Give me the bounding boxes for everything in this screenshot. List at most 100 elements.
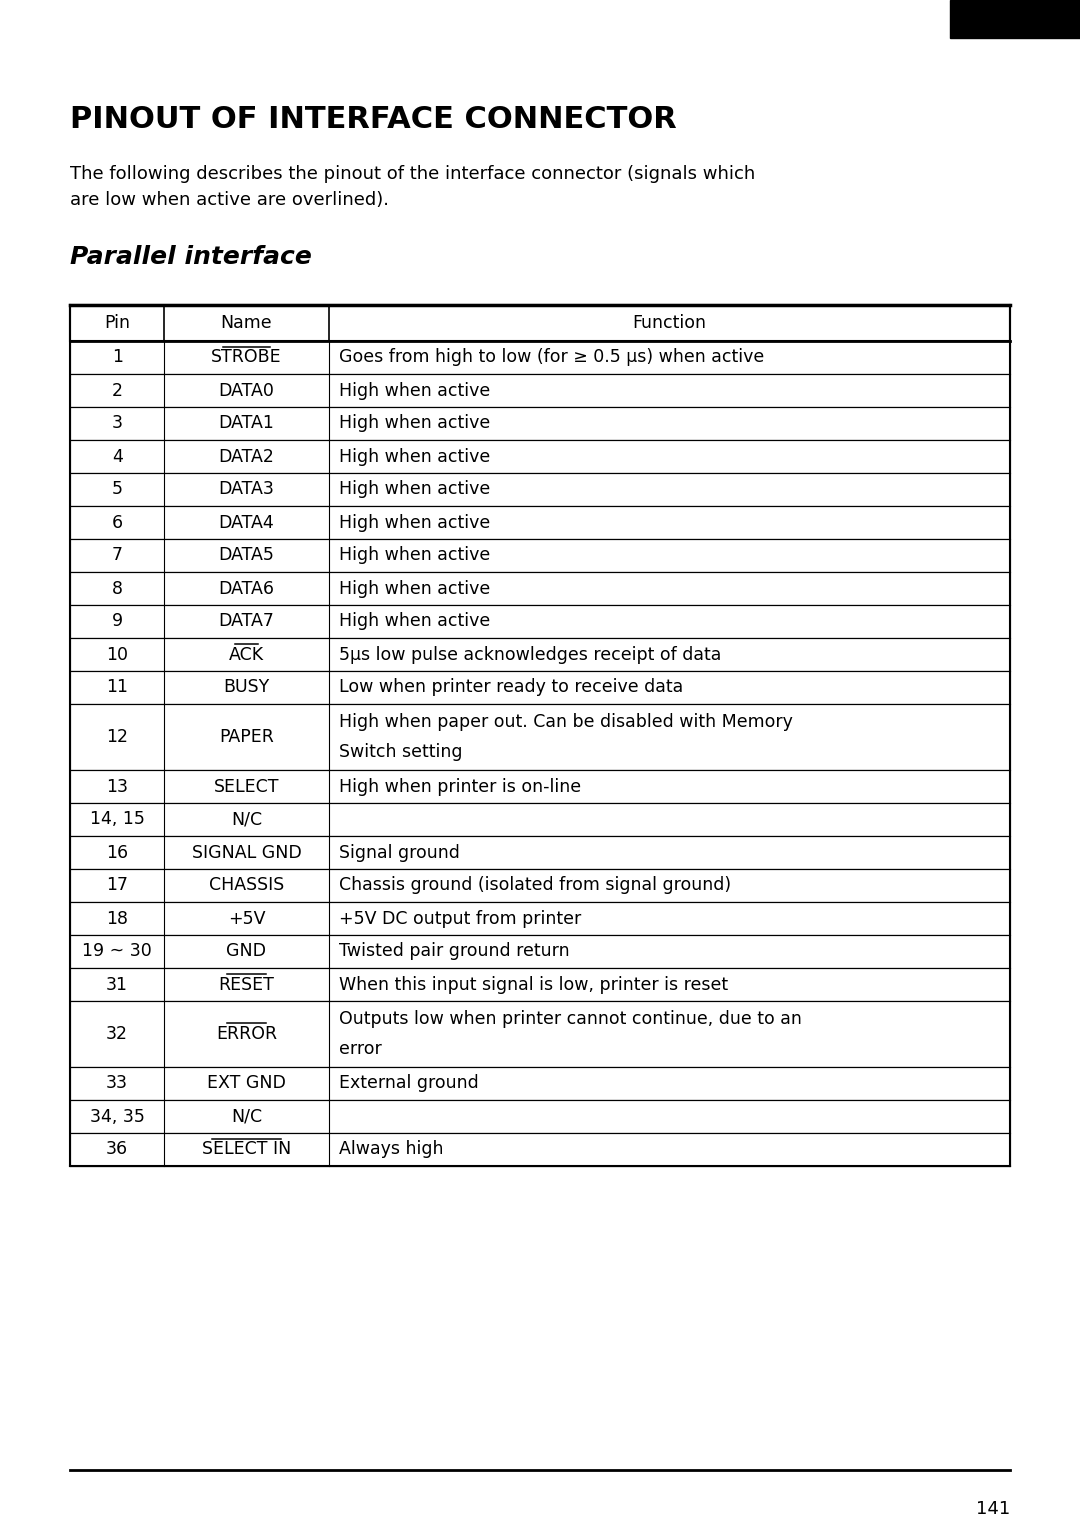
- Bar: [70, 374, 1010, 406]
- Text: Chassis ground (isolated from signal ground): Chassis ground (isolated from signal gro…: [339, 877, 731, 894]
- Bar: [70, 540, 1010, 572]
- Text: Switch setting: Switch setting: [339, 742, 462, 760]
- Text: DATA3: DATA3: [218, 480, 274, 498]
- Bar: [70, 638, 1010, 671]
- Text: 141: 141: [975, 1499, 1010, 1518]
- Bar: [70, 704, 1010, 770]
- Text: 36: 36: [106, 1141, 129, 1159]
- Text: High when paper out. Can be disabled with Memory: High when paper out. Can be disabled wit…: [339, 713, 793, 731]
- Text: BUSY: BUSY: [224, 679, 270, 696]
- Text: +5V DC output from printer: +5V DC output from printer: [339, 909, 581, 927]
- Text: ACK: ACK: [229, 645, 264, 664]
- Text: 34, 35: 34, 35: [90, 1107, 145, 1125]
- Text: SIGNAL GND: SIGNAL GND: [191, 843, 301, 862]
- Text: PAPER: PAPER: [219, 728, 274, 747]
- Bar: [70, 1133, 1010, 1167]
- Text: 7: 7: [111, 546, 123, 564]
- Text: EXT GND: EXT GND: [207, 1075, 286, 1093]
- Bar: [950, 0, 1080, 38]
- Text: 11: 11: [106, 679, 129, 696]
- Bar: [70, 305, 1010, 340]
- Text: RESET: RESET: [218, 975, 274, 993]
- Bar: [70, 474, 1010, 506]
- Text: 10: 10: [106, 645, 129, 664]
- Text: 19 ~ 30: 19 ~ 30: [82, 943, 152, 961]
- Text: 6: 6: [111, 514, 123, 532]
- Text: 16: 16: [106, 843, 129, 862]
- Text: +5V: +5V: [228, 909, 265, 927]
- Bar: [70, 1001, 1010, 1067]
- Bar: [70, 869, 1010, 901]
- Bar: [70, 967, 1010, 1001]
- Text: DATA0: DATA0: [218, 382, 274, 400]
- Text: 12: 12: [106, 728, 129, 747]
- Text: When this input signal is low, printer is reset: When this input signal is low, printer i…: [339, 975, 728, 993]
- Text: DATA2: DATA2: [218, 448, 274, 466]
- Text: DATA6: DATA6: [218, 579, 274, 598]
- Text: DATA4: DATA4: [218, 514, 274, 532]
- Text: Pin: Pin: [104, 314, 131, 333]
- Text: External ground: External ground: [339, 1075, 478, 1093]
- Text: 32: 32: [106, 1026, 129, 1042]
- Text: N/C: N/C: [231, 1107, 262, 1125]
- Bar: [70, 572, 1010, 606]
- Text: High when active: High when active: [339, 382, 490, 400]
- Text: Always high: Always high: [339, 1141, 443, 1159]
- Text: error: error: [339, 1039, 381, 1058]
- Text: 18: 18: [106, 909, 129, 927]
- Text: The following describes the pinout of the interface connector (signals which
are: The following describes the pinout of th…: [70, 166, 755, 210]
- Text: PINOUT OF INTERFACE CONNECTOR: PINOUT OF INTERFACE CONNECTOR: [70, 104, 677, 133]
- Text: Outputs low when printer cannot continue, due to an: Outputs low when printer cannot continue…: [339, 1010, 801, 1029]
- Bar: [70, 835, 1010, 869]
- Text: Function: Function: [632, 314, 706, 333]
- Text: High when active: High when active: [339, 514, 490, 532]
- Bar: [70, 406, 1010, 440]
- Bar: [70, 340, 1010, 374]
- Bar: [70, 440, 1010, 474]
- Text: High when active: High when active: [339, 480, 490, 498]
- Text: 1: 1: [111, 348, 123, 366]
- Bar: [70, 803, 1010, 835]
- Text: 13: 13: [106, 777, 129, 796]
- Text: DATA5: DATA5: [218, 546, 274, 564]
- Text: High when active: High when active: [339, 613, 490, 630]
- Text: High when active: High when active: [339, 448, 490, 466]
- Bar: [70, 606, 1010, 638]
- Bar: [70, 1067, 1010, 1101]
- Text: Twisted pair ground return: Twisted pair ground return: [339, 943, 569, 961]
- Text: 31: 31: [106, 975, 129, 993]
- Text: DATA1: DATA1: [218, 414, 274, 432]
- Text: 9: 9: [111, 613, 123, 630]
- Text: High when printer is on-line: High when printer is on-line: [339, 777, 581, 796]
- Text: 14, 15: 14, 15: [90, 811, 145, 828]
- Text: CHASSIS: CHASSIS: [208, 877, 284, 894]
- Text: 5: 5: [111, 480, 123, 498]
- Text: SELECT: SELECT: [214, 777, 279, 796]
- Text: High when active: High when active: [339, 579, 490, 598]
- Text: Signal ground: Signal ground: [339, 843, 459, 862]
- Text: High when active: High when active: [339, 546, 490, 564]
- Text: Low when printer ready to receive data: Low when printer ready to receive data: [339, 679, 683, 696]
- Text: N/C: N/C: [231, 811, 262, 828]
- Bar: [70, 935, 1010, 967]
- Text: Goes from high to low (for ≥ 0.5 μs) when active: Goes from high to low (for ≥ 0.5 μs) whe…: [339, 348, 764, 366]
- Text: High when active: High when active: [339, 414, 490, 432]
- Text: 2: 2: [111, 382, 123, 400]
- Bar: [70, 901, 1010, 935]
- Bar: [70, 506, 1010, 540]
- Text: GND: GND: [227, 943, 267, 961]
- Text: 17: 17: [106, 877, 129, 894]
- Text: Name: Name: [220, 314, 272, 333]
- Text: STROBE: STROBE: [211, 348, 282, 366]
- Text: 5μs low pulse acknowledges receipt of data: 5μs low pulse acknowledges receipt of da…: [339, 645, 721, 664]
- Text: 3: 3: [111, 414, 123, 432]
- Text: SELECT IN: SELECT IN: [202, 1141, 291, 1159]
- Bar: [70, 1101, 1010, 1133]
- Bar: [70, 671, 1010, 704]
- Text: 33: 33: [106, 1075, 129, 1093]
- Text: ERROR: ERROR: [216, 1026, 276, 1042]
- Bar: [70, 770, 1010, 803]
- Text: 8: 8: [111, 579, 123, 598]
- Text: Parallel interface: Parallel interface: [70, 245, 312, 268]
- Text: 4: 4: [111, 448, 123, 466]
